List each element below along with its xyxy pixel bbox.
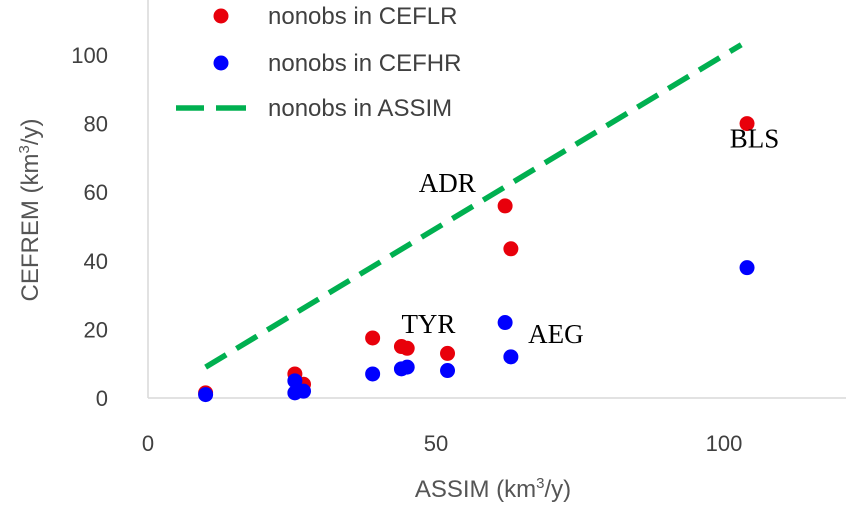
series-line-assim: [204, 42, 743, 370]
x-tick-label: 0: [142, 431, 154, 456]
data-point-ceflr: [503, 241, 519, 257]
y-tick-label: 40: [84, 249, 108, 274]
x-axis-title-superscript: 3: [536, 475, 544, 492]
annotation-label: ADR: [419, 168, 476, 198]
data-point-cefhr: [497, 315, 513, 331]
x-tick-label: 100: [706, 431, 743, 456]
legend-entry-label: nonobs in CEFHR: [268, 50, 461, 77]
legend-entry-label: nonobs in CEFLR: [268, 3, 457, 30]
data-point-cefhr: [198, 387, 214, 403]
y-axis-title: CEFREM (km3/y): [16, 119, 44, 302]
x-tick-labels: 0 50 100: [142, 431, 742, 456]
data-point-cefhr: [399, 359, 415, 375]
y-axis-title-main: CEFREM (km: [17, 154, 44, 302]
data-point-cefhr: [739, 260, 755, 276]
legend: nonobs in CEFLR nonobs in CEFHR nonobs in …: [176, 3, 461, 122]
x-axis-title-main: ASSIM (km: [415, 476, 536, 503]
y-tick-label: 100: [71, 43, 108, 68]
legend-swatch-dot: [213, 55, 229, 71]
plot-series: [198, 42, 755, 403]
y-tick-label: 0: [96, 386, 108, 411]
annotation-label: AEG: [528, 319, 584, 349]
data-point-cefhr: [440, 363, 456, 379]
data-point-ceflr: [365, 330, 381, 346]
data-point-cefhr: [503, 349, 519, 365]
data-point-ceflr: [399, 340, 415, 356]
legend-entry-label: nonobs in ASSIM: [268, 95, 452, 122]
y-tick-label: 20: [84, 317, 108, 342]
data-point-cefhr: [296, 383, 312, 399]
annotations: BLS ADR TYR AEG: [401, 124, 779, 350]
x-axis-title: ASSIM (km3/y): [415, 475, 571, 503]
y-axis-title-tail: /y): [17, 119, 44, 146]
x-axis-title-tail: /y): [545, 476, 572, 503]
data-point-ceflr: [739, 116, 755, 132]
data-point-cefhr: [365, 366, 381, 382]
y-tick-labels: 0 20 40 60 80 100: [71, 43, 108, 411]
data-point-ceflr: [497, 198, 513, 214]
annotation-label: TYR: [401, 309, 455, 339]
y-axis-title-superscript: 3: [16, 145, 33, 153]
y-tick-label: 60: [84, 180, 108, 205]
x-tick-label: 50: [424, 431, 448, 456]
legend-swatch-dot: [213, 8, 229, 24]
annotation-label: BLS: [730, 124, 780, 154]
y-tick-label: 80: [84, 112, 108, 137]
axes: [147, 0, 846, 399]
data-point-ceflr: [440, 345, 456, 361]
data-point-cefhr: [287, 373, 303, 389]
